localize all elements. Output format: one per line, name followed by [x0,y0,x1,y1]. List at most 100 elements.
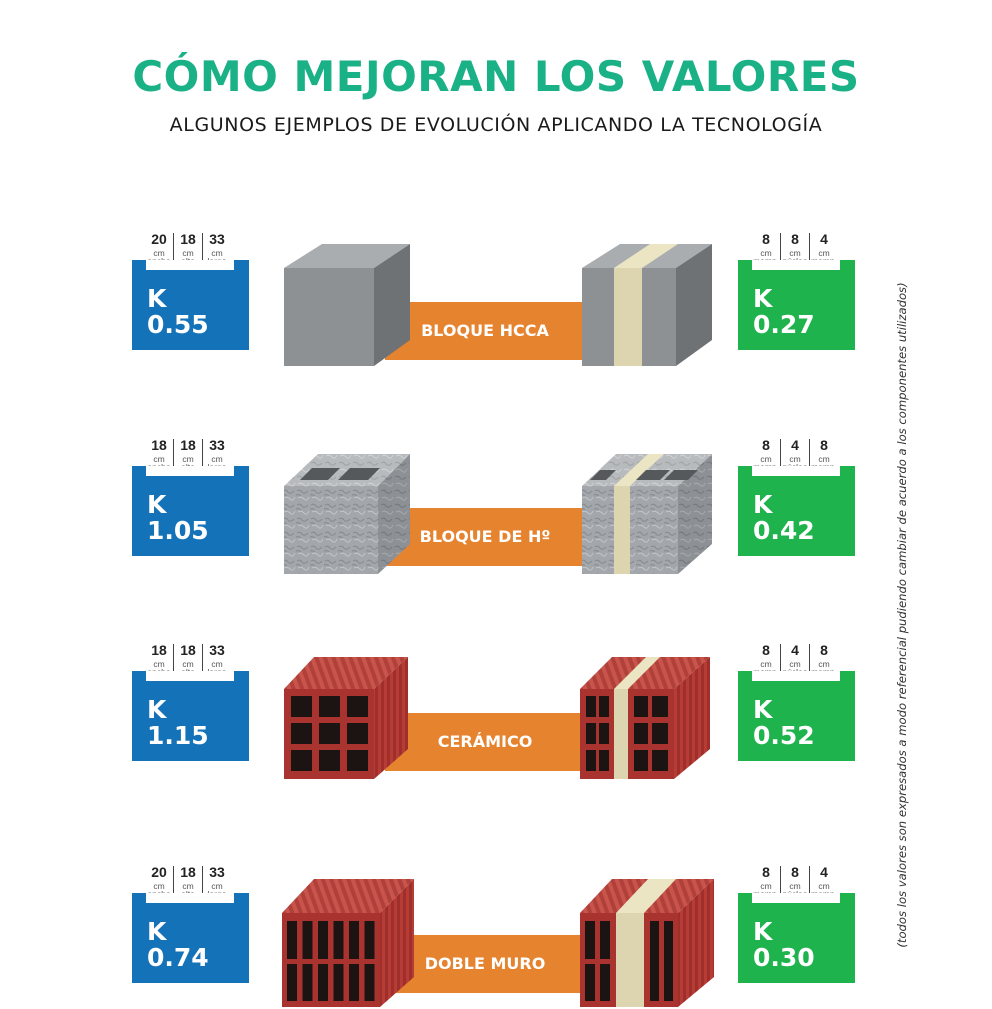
notch [146,260,234,270]
dimension-unit: cm [818,454,830,464]
dimension-value: 4 [820,231,828,247]
dimension-unit: cm [182,248,194,258]
dimension-value: 18 [180,642,196,658]
dimension-value: 8 [791,231,799,247]
dimension-value: 8 [762,642,770,658]
dimension-value: 33 [209,437,225,453]
dimension-unit: cm [760,454,772,464]
dimension-value: 8 [762,437,770,453]
dimension-separator [173,439,174,469]
dimension-value: 4 [820,864,828,880]
page-title: CÓMO MEJORAN LOS VALORES [132,52,860,101]
dimension-unit: cm [789,881,801,891]
material-band: DOBLE MURO [385,935,585,993]
dimension-separator [809,866,810,896]
dimension-value: 33 [209,231,225,247]
dimension-unit: cm [760,248,772,258]
dimension-separator [809,644,810,674]
left-k-value-box: K 0.55 [132,260,249,350]
comparison-row: 18 cm ancho 18 cm alto 33 cm largo K [0,438,992,578]
right-k-value-box: K 0.42 [738,466,855,556]
notch [752,466,840,476]
dimension-unit: cm [789,454,801,464]
k-label: K [147,695,167,724]
notch [146,671,234,681]
dimension-value: 33 [209,864,225,880]
dimension-value: 8 [820,642,828,658]
dimension-unit: cm [211,248,223,258]
material-label: BLOQUE DE Hº [419,527,551,546]
dimension-separator [780,644,781,674]
k-value: 0.74 [147,943,209,972]
dimension-separator [780,866,781,896]
right-k-value-box: K 0.52 [738,671,855,761]
dimension-separator [202,644,203,674]
dimension-unit: cm [153,248,165,258]
concrete-block-improved-image [582,454,712,574]
comparison-row: 20 cm ancho 18 cm alto 33 cm largo K [0,864,992,1007]
k-value: 1.05 [147,516,209,545]
dimension-value: 8 [762,864,770,880]
k-label: K [753,695,773,724]
dimension-unit: cm [153,881,165,891]
k-label: K [753,490,773,519]
dimension-unit: cm [182,881,194,891]
dimension-value: 8 [762,231,770,247]
dimension-unit: cm [153,659,165,669]
material-label: BLOQUE HCCA [421,321,549,340]
material-label: DOBLE MURO [424,954,546,973]
k-label: K [147,917,167,946]
dimension-unit: cm [760,881,772,891]
k-label: K [753,284,773,313]
material-band: CERÁMICO [385,713,585,771]
dimension-unit: cm [760,659,772,669]
hcca-block-image [284,244,410,366]
dimension-value: 4 [791,437,799,453]
dimension-value: 4 [791,642,799,658]
dimension-unit: cm [211,881,223,891]
material-band: BLOQUE DE Hº [385,508,585,566]
left-k-value-box: K 1.05 [132,466,249,556]
k-value: 0.27 [753,310,815,339]
dimension-unit: cm [211,659,223,669]
dimension-unit: cm [818,659,830,669]
dimension-separator [202,866,203,896]
dimension-unit: cm [818,248,830,258]
comparison-row: 20 cm ancho 18 cm alto 33 cm largo K [0,232,992,372]
notch [752,671,840,681]
left-k-value-box: K 0.74 [132,893,249,983]
dimension-value: 18 [151,642,167,658]
material-band: BLOQUE HCCA [385,302,585,360]
k-value: 0.55 [147,310,209,339]
dimension-separator [809,439,810,469]
dimension-value: 18 [151,437,167,453]
dimension-separator [202,439,203,469]
notch [752,260,840,270]
dimension-value: 18 [180,437,196,453]
ceramic-brick-image [284,657,408,779]
hcca-block-improved-image [582,244,712,366]
dimension-value: 8 [791,864,799,880]
comparison-row: 18 cm ancho 18 cm alto 33 cm largo K [0,643,992,783]
dimension-unit: cm [182,659,194,669]
dimension-unit: cm [789,659,801,669]
dimension-separator [780,439,781,469]
ceramic-brick-improved-image [580,657,710,779]
dimension-separator [809,233,810,263]
notch [146,466,234,476]
dimension-separator [173,644,174,674]
double-wall-improved-image [580,879,714,1007]
concrete-block-image [284,454,410,574]
dimension-unit: cm [789,248,801,258]
k-value: 1.15 [147,721,209,750]
right-k-value-box: K 0.30 [738,893,855,983]
k-value: 0.52 [753,721,815,750]
k-value: 0.42 [753,516,815,545]
dimension-unit: cm [211,454,223,464]
dimension-separator [173,233,174,263]
material-label: CERÁMICO [437,732,533,751]
dimension-unit: cm [818,881,830,891]
dimension-value: 18 [180,864,196,880]
notch [752,893,840,903]
dimension-separator [173,866,174,896]
